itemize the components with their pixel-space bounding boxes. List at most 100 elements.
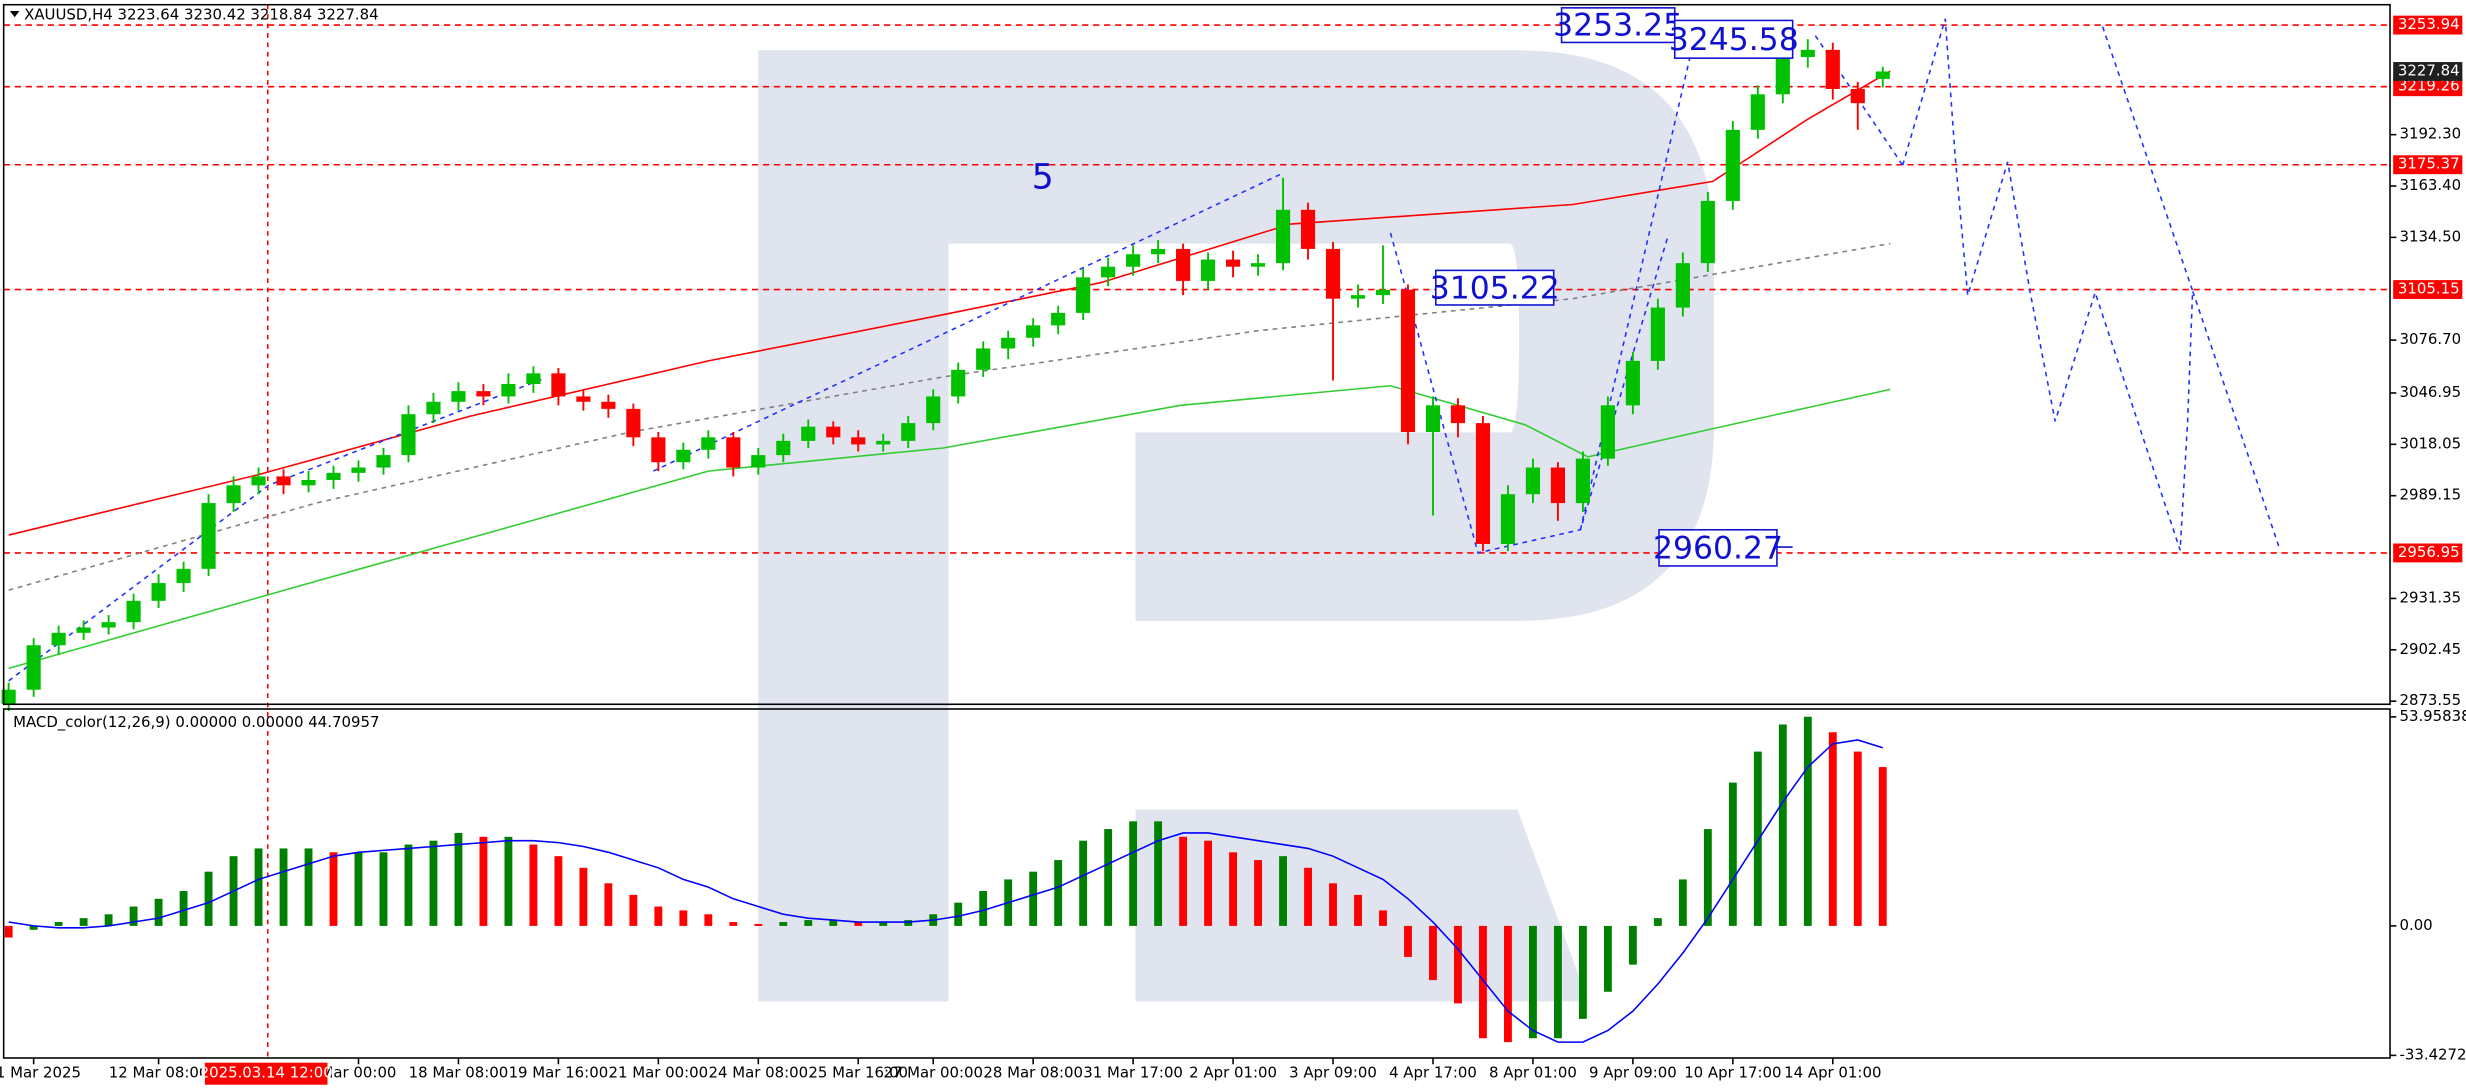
candle-body (1725, 129, 1740, 201)
macd-bar (1179, 836, 1188, 926)
macd-bar (54, 922, 63, 926)
macd-bar (1753, 751, 1762, 926)
level-label: 3253.94 (2398, 15, 2460, 33)
crosshair-label: 2025.03.14 12:00 (200, 1064, 333, 1082)
candle-body (1226, 259, 1241, 267)
macd-bar (1204, 840, 1213, 926)
candle-body (251, 476, 266, 486)
x-tick-label: 21 Mar 00:00 (609, 1064, 709, 1082)
x-tick-label: 4 Apr 17:00 (1389, 1064, 1477, 1082)
x-tick-label: 19 Mar 16:00 (509, 1064, 609, 1082)
candle-body (1325, 248, 1341, 299)
macd-bar (779, 922, 788, 926)
crosshair-label-box (204, 1062, 328, 1085)
candle-body (1750, 94, 1765, 130)
macd-bar (1154, 821, 1163, 926)
candle-body (376, 455, 391, 468)
y-tick-label: 3018.05 (2399, 434, 2461, 452)
candle-body (1275, 209, 1291, 264)
macd-bar (954, 902, 963, 926)
candle-body (1375, 289, 1391, 296)
candle-body (426, 401, 441, 415)
candle-body (776, 440, 791, 456)
macd-bar (754, 923, 763, 926)
candle-body (1051, 312, 1066, 326)
candle-body (1525, 467, 1541, 495)
macd-bar (304, 848, 313, 926)
candle-body (1300, 209, 1316, 249)
level-label-box (2393, 280, 2463, 299)
macd-bar (829, 920, 838, 926)
macd-bar (1079, 840, 1088, 926)
macd-bar (1479, 925, 1487, 1039)
macd-bar (1129, 821, 1138, 926)
candle-body (1101, 266, 1116, 278)
y-tick-label: 3046.95 (2399, 383, 2461, 401)
candle-body (1475, 423, 1491, 544)
candle-body (1575, 458, 1590, 504)
x-tick-label: 28 Mar 08:00 (983, 1064, 1083, 1082)
candle-body (1825, 49, 1840, 89)
x-tick-label: 27 Mar 00:00 (883, 1064, 983, 1082)
candle-body (1001, 337, 1016, 349)
candle-body (1126, 254, 1141, 267)
current-price-box (2393, 62, 2463, 81)
macd-bar (1703, 829, 1712, 926)
candle-body (676, 449, 691, 463)
candle-body (801, 426, 816, 441)
x-tick-label: 25 Mar 16:00 (808, 1064, 908, 1082)
macd-bar (1603, 925, 1612, 992)
candle-body (1151, 248, 1166, 255)
candle-body (826, 426, 841, 438)
y-tick-label: 3134.50 (2399, 227, 2461, 245)
macd-bar (1504, 925, 1512, 1043)
target-box (1673, 19, 1794, 59)
candle-body (526, 373, 541, 385)
x-tick-label: 12 Mar 08:00 (109, 1064, 209, 1082)
macd-bar (254, 848, 263, 926)
macd-bar (1229, 852, 1238, 926)
candle-body (76, 627, 91, 633)
candle-body (1400, 289, 1416, 432)
candle-body (1450, 405, 1466, 424)
candle-body (1625, 360, 1640, 406)
macd-panel-border (2, 708, 2391, 1059)
macd-bar (554, 856, 563, 926)
macd-bar (379, 852, 388, 926)
macd-bar (1354, 894, 1362, 926)
macd-bar (354, 852, 363, 926)
macd-bar (1653, 918, 1662, 926)
macd-bar (1254, 860, 1262, 926)
macd-bar (854, 922, 863, 926)
y-tick-label: 2902.45 (2399, 640, 2461, 658)
macd-bar (179, 891, 188, 926)
target-box (1560, 7, 1676, 44)
macd-bar (679, 910, 688, 926)
macd-bar (1878, 767, 1887, 926)
macd-bar (1104, 829, 1113, 926)
candle-body (626, 408, 641, 438)
macd-bar (1578, 925, 1587, 1019)
candle-body (926, 396, 941, 424)
x-tick-label: 24 Mar 08:00 (708, 1064, 808, 1082)
candle-body (276, 476, 291, 486)
macd-bar (79, 918, 88, 926)
candle-body (351, 467, 366, 473)
price-title: XAUUSD,H4 3223.64 3230.42 3218.84 3227.8… (24, 6, 379, 24)
macd-bar (4, 925, 13, 938)
macd-bar (1279, 856, 1287, 926)
macd-bar (1029, 871, 1038, 926)
candle-body (326, 472, 341, 480)
candle-body (476, 391, 491, 397)
target-label: 3105.22 (1430, 270, 1560, 306)
wave-label: 5 (1032, 158, 1054, 198)
macd-bar (604, 883, 613, 926)
candle-body (1700, 200, 1715, 264)
macd-bar (1628, 925, 1637, 965)
candle-body (401, 414, 416, 456)
macd-bar (1778, 724, 1787, 926)
macd-bar (729, 922, 738, 926)
line (653, 173, 1281, 472)
level-label: 3105.15 (2398, 280, 2460, 298)
